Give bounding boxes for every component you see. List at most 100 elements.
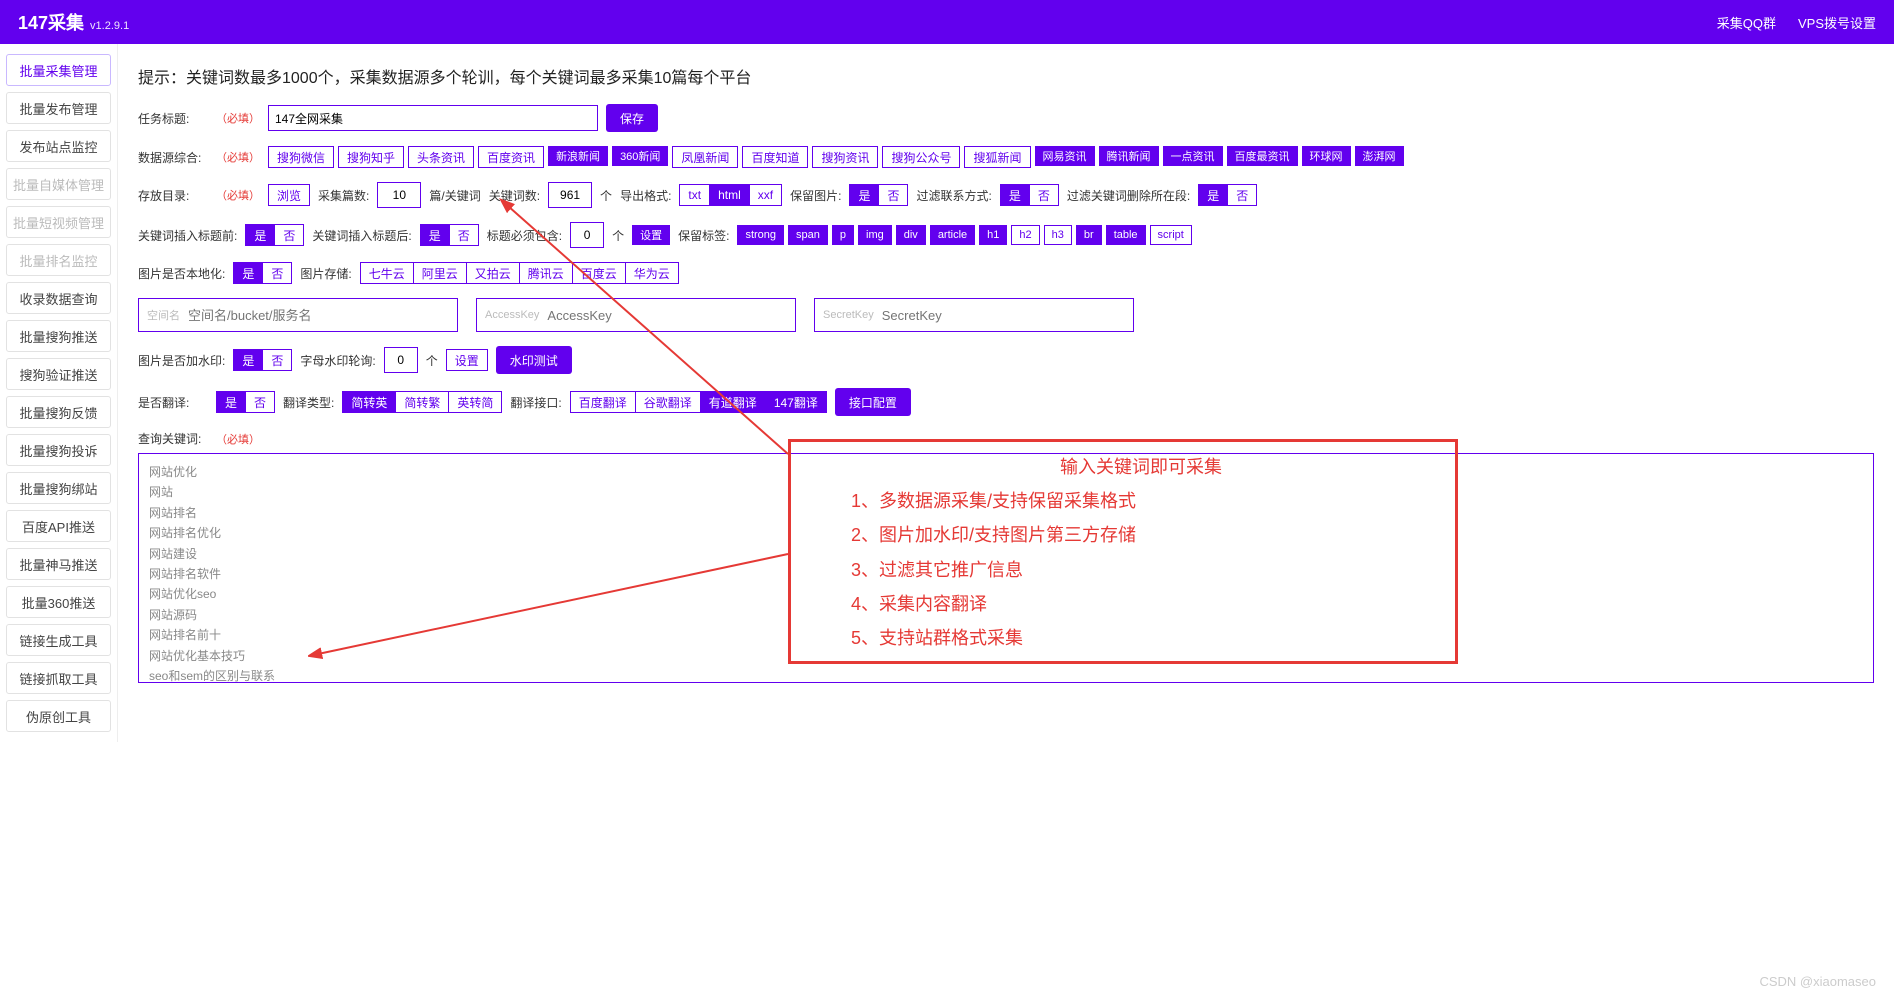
link-qq[interactable]: 采集QQ群 <box>1717 13 1776 32</box>
source-7[interactable]: 百度知道 <box>742 146 808 168</box>
sk-field[interactable]: SecretKey <box>814 298 1134 332</box>
sidebar-item-17[interactable]: 伪原创工具 <box>6 700 111 732</box>
trapis-item-3[interactable]: 147翻译 <box>766 391 827 413</box>
must-set-button[interactable]: 设置 <box>632 225 670 245</box>
keeptag-h2[interactable]: h2 <box>1011 225 1039 245</box>
fmt-item-0[interactable]: txt <box>679 184 710 206</box>
source-0[interactable]: 搜狗微信 <box>268 146 334 168</box>
task-title-input[interactable] <box>268 105 598 131</box>
imglocal-no[interactable]: 否 <box>263 262 292 284</box>
wm-rot-input[interactable] <box>384 347 418 373</box>
source-2[interactable]: 头条资讯 <box>408 146 474 168</box>
keeptag-h1[interactable]: h1 <box>979 225 1007 245</box>
keeptag-table[interactable]: table <box>1106 225 1146 245</box>
sidebar-item-3[interactable]: 批量自媒体管理 <box>6 168 111 200</box>
keeptag-article[interactable]: article <box>930 225 975 245</box>
source-8[interactable]: 搜狗资讯 <box>812 146 878 168</box>
contact-yes[interactable]: 是 <box>1000 184 1030 206</box>
sidebar-item-11[interactable]: 批量搜狗绑站 <box>6 472 111 504</box>
sidebar-item-2[interactable]: 发布站点监控 <box>6 130 111 162</box>
sidebar-item-0[interactable]: 批量采集管理 <box>6 54 111 86</box>
sidebar-item-13[interactable]: 批量神马推送 <box>6 548 111 580</box>
keeptag-span[interactable]: span <box>788 225 828 245</box>
sidebar-item-1[interactable]: 批量发布管理 <box>6 92 111 124</box>
source-14[interactable]: 百度最资讯 <box>1227 146 1298 166</box>
contact-no[interactable]: 否 <box>1030 184 1059 206</box>
cloud-2[interactable]: 又拍云 <box>467 262 520 284</box>
source-15[interactable]: 环球网 <box>1302 146 1351 166</box>
source-12[interactable]: 腾讯新闻 <box>1099 146 1159 166</box>
keepimg-no[interactable]: 否 <box>879 184 908 206</box>
sidebar-item-12[interactable]: 百度API推送 <box>6 510 111 542</box>
ak-input[interactable] <box>547 308 787 323</box>
keeptag-br[interactable]: br <box>1076 225 1102 245</box>
insert-before-yes[interactable]: 是 <box>245 224 275 246</box>
trapis-item-0[interactable]: 百度翻译 <box>570 391 636 413</box>
source-5[interactable]: 360新闻 <box>612 146 668 166</box>
keeptag-h3[interactable]: h3 <box>1044 225 1072 245</box>
keeptag-p[interactable]: p <box>832 225 854 245</box>
trtypes-item-1[interactable]: 简转繁 <box>396 391 449 413</box>
filterkw-no[interactable]: 否 <box>1228 184 1257 206</box>
cloud-4[interactable]: 百度云 <box>573 262 626 284</box>
space-input[interactable] <box>188 308 449 323</box>
contact-label: 过滤联系方式: <box>916 187 991 204</box>
source-10[interactable]: 搜狐新闻 <box>964 146 1030 168</box>
insert-after-yes[interactable]: 是 <box>420 224 450 246</box>
count-input[interactable] <box>377 182 421 208</box>
wm-yes[interactable]: 是 <box>233 349 263 371</box>
sidebar-item-4[interactable]: 批量短视频管理 <box>6 206 111 238</box>
save-button[interactable]: 保存 <box>606 104 658 132</box>
tr-cfg-button[interactable]: 接口配置 <box>835 388 911 416</box>
filterkw-yes[interactable]: 是 <box>1198 184 1228 206</box>
tr-yes[interactable]: 是 <box>216 391 246 413</box>
trapis-item-2[interactable]: 有道翻译 <box>701 391 766 413</box>
cloud-1[interactable]: 阿里云 <box>414 262 467 284</box>
wm-test-button[interactable]: 水印测试 <box>496 346 572 374</box>
cloud-5[interactable]: 华为云 <box>626 262 679 284</box>
sidebar-item-8[interactable]: 搜狗验证推送 <box>6 358 111 390</box>
source-4[interactable]: 新浪新闻 <box>548 146 608 166</box>
source-16[interactable]: 澎湃网 <box>1355 146 1404 166</box>
keepimg-yes[interactable]: 是 <box>849 184 879 206</box>
source-13[interactable]: 一点资讯 <box>1163 146 1223 166</box>
sidebar-item-14[interactable]: 批量360推送 <box>6 586 111 618</box>
ak-field[interactable]: AccessKey <box>476 298 796 332</box>
keeptag-script[interactable]: script <box>1150 225 1192 245</box>
tr-no[interactable]: 否 <box>246 391 275 413</box>
insert-after-no[interactable]: 否 <box>450 224 479 246</box>
browse-button[interactable]: 浏览 <box>268 184 310 206</box>
must-input[interactable] <box>570 222 604 248</box>
source-6[interactable]: 凤凰新闻 <box>672 146 738 168</box>
source-3[interactable]: 百度资讯 <box>478 146 544 168</box>
keeptag-strong[interactable]: strong <box>737 225 784 245</box>
imglocal-yes[interactable]: 是 <box>233 262 263 284</box>
sidebar-item-5[interactable]: 批量排名监控 <box>6 244 111 276</box>
source-11[interactable]: 网易资讯 <box>1035 146 1095 166</box>
link-vps[interactable]: VPS拨号设置 <box>1798 13 1876 32</box>
contact-toggle: 是 否 <box>1000 184 1059 206</box>
source-9[interactable]: 搜狗公众号 <box>882 146 960 168</box>
insert-before-no[interactable]: 否 <box>275 224 304 246</box>
sidebar-item-6[interactable]: 收录数据查询 <box>6 282 111 314</box>
trapis-item-1[interactable]: 谷歌翻译 <box>636 391 701 413</box>
sidebar-item-10[interactable]: 批量搜狗投诉 <box>6 434 111 466</box>
sk-input[interactable] <box>882 308 1125 323</box>
wm-no[interactable]: 否 <box>263 349 292 371</box>
sidebar-item-9[interactable]: 批量搜狗反馈 <box>6 396 111 428</box>
wm-rot-set[interactable]: 设置 <box>446 349 488 371</box>
keeptag-img[interactable]: img <box>858 225 892 245</box>
space-field[interactable]: 空间名 <box>138 298 458 332</box>
sidebar-item-16[interactable]: 链接抓取工具 <box>6 662 111 694</box>
trtypes-item-0[interactable]: 简转英 <box>342 391 396 413</box>
trtypes-item-2[interactable]: 英转简 <box>449 391 502 413</box>
cloud-3[interactable]: 腾讯云 <box>520 262 573 284</box>
keeptag-div[interactable]: div <box>896 225 926 245</box>
fmt-item-1[interactable]: html <box>710 184 750 206</box>
source-1[interactable]: 搜狗知乎 <box>338 146 404 168</box>
fmt-item-2[interactable]: xxf <box>750 184 782 206</box>
sidebar-item-15[interactable]: 链接生成工具 <box>6 624 111 656</box>
cloud-0[interactable]: 七牛云 <box>360 262 414 284</box>
kwcount-input[interactable] <box>548 182 592 208</box>
sidebar-item-7[interactable]: 批量搜狗推送 <box>6 320 111 352</box>
